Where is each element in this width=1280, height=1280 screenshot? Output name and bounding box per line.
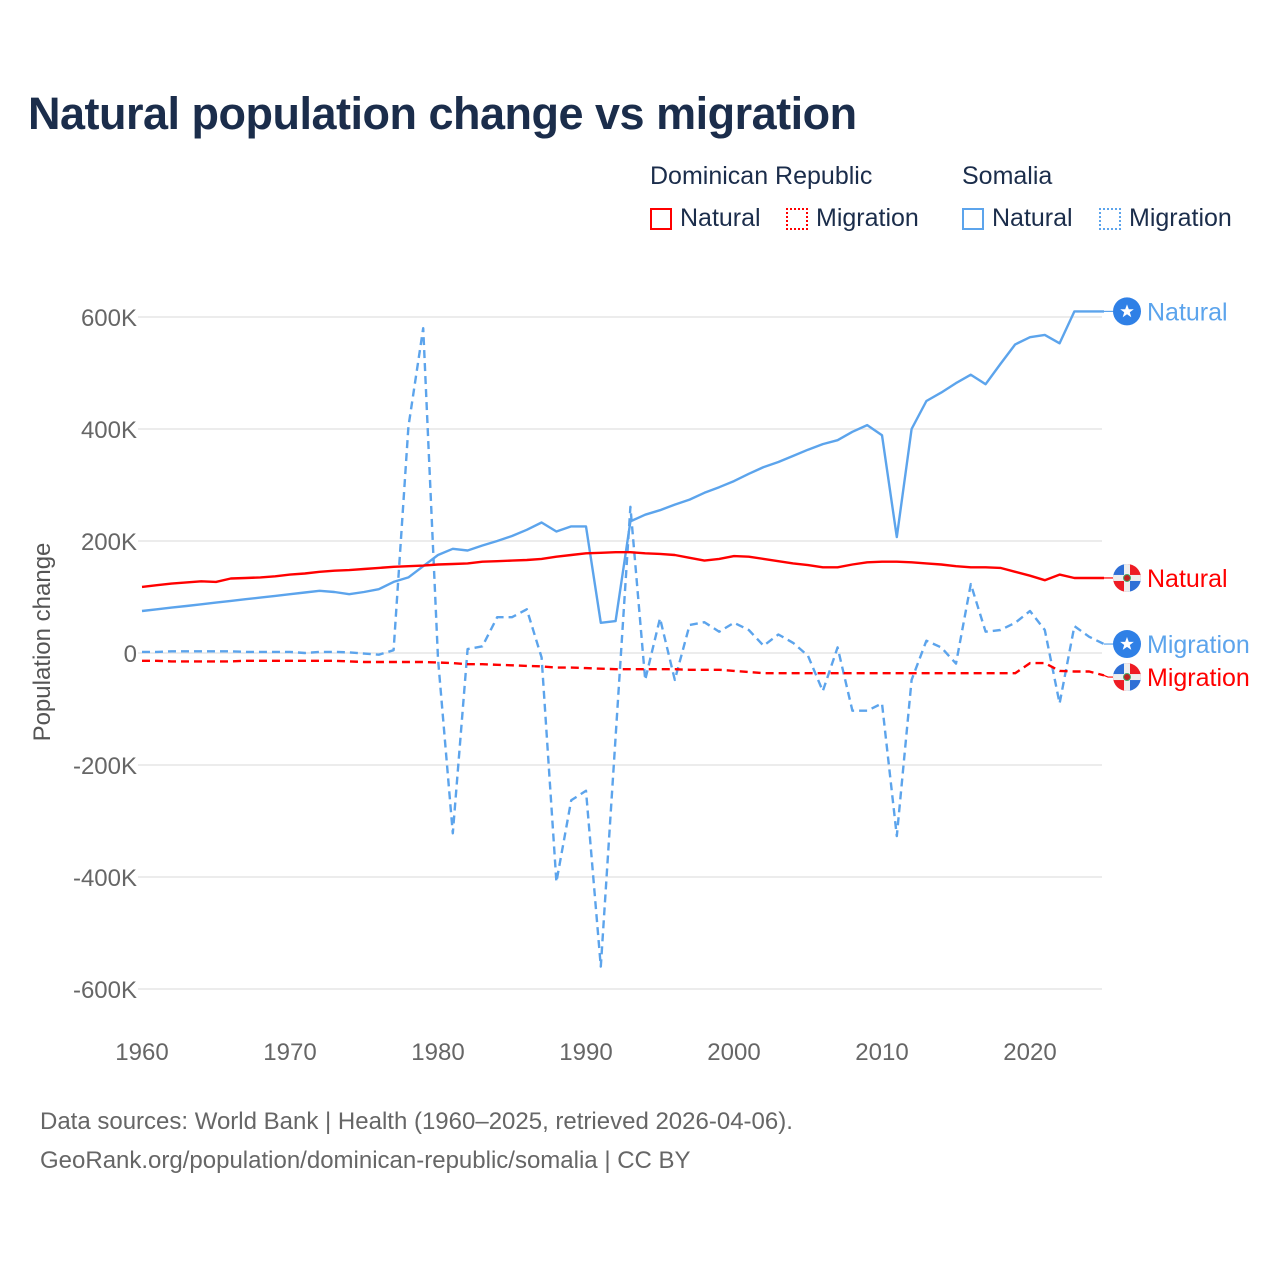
end-label-somalia-migration: Migration bbox=[1147, 631, 1250, 659]
x-tick-label: 1960 bbox=[115, 1039, 168, 1066]
end-label-connector bbox=[1103, 674, 1113, 678]
series-line-dominican-republic-natural bbox=[141, 551, 1104, 589]
x-tick-label: 1980 bbox=[411, 1039, 464, 1066]
end-label-dominican-republic-natural: Natural bbox=[1147, 565, 1228, 593]
series-line-dominican-republic-migration bbox=[142, 659, 1105, 677]
y-tick-label: 0 bbox=[124, 641, 137, 668]
legend-group-somalia: Somalia bbox=[962, 162, 1053, 190]
legend-group-dominican-republic: Dominican Republic bbox=[650, 162, 873, 190]
footer-sources: Data sources: World Bank | Health (1960–… bbox=[40, 1108, 793, 1135]
legend-item-somalia-migration[interactable]: Migration bbox=[1099, 204, 1232, 233]
legend-label: Migration bbox=[816, 204, 919, 232]
y-tick-label: 200K bbox=[81, 529, 137, 556]
y-tick-label: -200K bbox=[73, 753, 137, 780]
somalia-flag-icon bbox=[1113, 630, 1141, 659]
end-label-somalia-natural: Natural bbox=[1147, 298, 1228, 326]
series-line-somalia-migration bbox=[142, 327, 1105, 968]
legend-swatch-solid-blue bbox=[962, 207, 984, 230]
y-axis-label: Population change bbox=[29, 543, 56, 742]
legend-swatch-dotted-red bbox=[786, 207, 808, 230]
y-tick-label: -400K bbox=[73, 865, 137, 892]
y-tick-label: 600K bbox=[81, 305, 137, 332]
footer-link[interactable]: GeoRank.org/population/dominican-republi… bbox=[40, 1147, 691, 1174]
legend-item-somalia-natural[interactable]: Natural bbox=[962, 204, 1073, 233]
legend-item-dr-natural[interactable]: Natural bbox=[650, 204, 761, 233]
legend-label: Natural bbox=[992, 204, 1073, 232]
legend-swatch-dotted-blue bbox=[1099, 207, 1121, 230]
legend-swatch-solid-red bbox=[650, 207, 672, 230]
x-tick-label: 2010 bbox=[855, 1039, 908, 1066]
chart-title: Natural population change vs migration bbox=[28, 88, 857, 139]
legend-label: Natural bbox=[680, 204, 761, 232]
somalia-flag-icon bbox=[1113, 297, 1141, 326]
x-tick-label: 2020 bbox=[1003, 1039, 1056, 1066]
x-tick-label: 2000 bbox=[707, 1039, 760, 1066]
legend-label: Migration bbox=[1129, 204, 1232, 232]
dominican-republic-flag-icon bbox=[1113, 663, 1141, 692]
series-line-somalia-natural bbox=[141, 310, 1104, 624]
legend-item-dr-migration[interactable]: Migration bbox=[786, 204, 919, 233]
x-tick-label: 1970 bbox=[263, 1039, 316, 1066]
y-tick-label: -600K bbox=[73, 977, 137, 1004]
end-label-dominican-republic-migration: Migration bbox=[1147, 664, 1250, 692]
x-tick-label: 1990 bbox=[559, 1039, 612, 1066]
y-tick-label: 400K bbox=[81, 417, 137, 444]
dominican-republic-flag-icon bbox=[1113, 563, 1141, 592]
